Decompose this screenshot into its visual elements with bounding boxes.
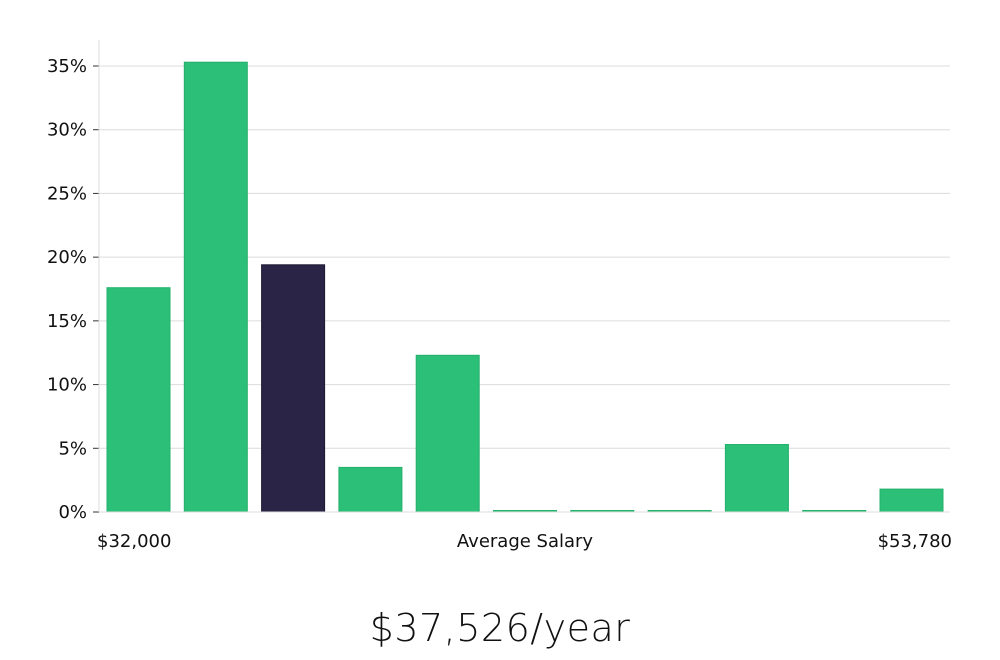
bar-highlighted [261, 264, 326, 513]
x-axis-title: Average Salary [457, 531, 594, 552]
x-min-label: $32,000 [97, 531, 171, 552]
x-max-label: $53,780 [878, 531, 952, 552]
y-tick-label: 35% [47, 56, 87, 77]
y-tick-label: 5% [58, 438, 87, 459]
y-tick-label: 0% [58, 502, 87, 523]
y-axis-ticks: 0% 5% 10% 15% 20% 25% 30% 35% [47, 56, 99, 523]
average-salary-value: $37,526/year [369, 606, 631, 650]
bar [879, 488, 944, 513]
bars [106, 61, 944, 513]
salary-histogram: 0% 5% 10% 15% 20% 25% 30% 35% $32,000 Average S… [47, 40, 952, 552]
y-tick-label: 15% [47, 311, 87, 332]
bar [183, 61, 248, 513]
bar [724, 444, 789, 513]
y-tick-label: 10% [47, 375, 87, 396]
y-tick-label: 20% [47, 247, 87, 268]
bar [106, 287, 171, 513]
y-tick-label: 30% [47, 120, 87, 141]
bar [415, 354, 480, 513]
bar [338, 466, 403, 513]
y-tick-label: 25% [47, 183, 87, 204]
